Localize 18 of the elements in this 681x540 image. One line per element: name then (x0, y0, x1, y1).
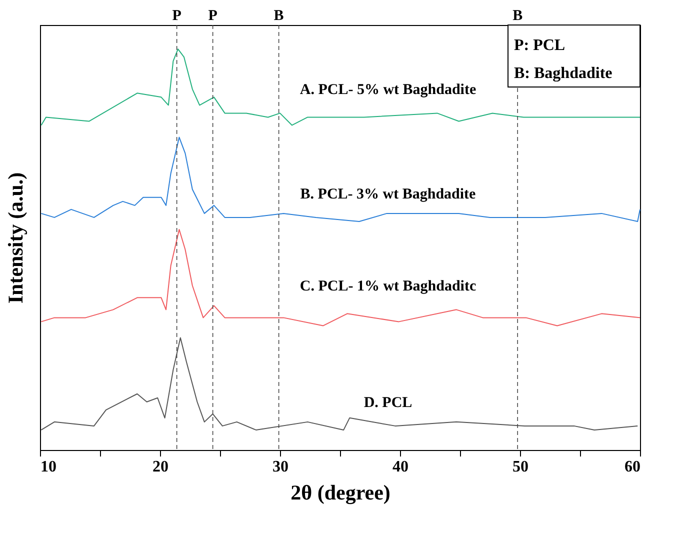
x-tick-label: 40 (392, 458, 408, 476)
series-label: A. PCL- 5% wt Baghdadite (300, 82, 476, 98)
x-tick-label: 60 (624, 458, 640, 476)
ref-line-label: B (274, 8, 284, 24)
series-label: B. PCL- 3% wt Baghdadite (300, 186, 476, 202)
ref-line-label: P (172, 8, 182, 24)
ref-line-label: P (208, 8, 218, 24)
series-label: C. PCL- 1% wt Baghdaditc (300, 278, 476, 295)
series-label: D. PCL (364, 394, 412, 411)
y-axis-title: Intensity (a.u.) (4, 172, 28, 304)
annotation: B: Baghdadite (514, 65, 612, 82)
x-tick-label: 50 (512, 458, 528, 476)
x-axis-title: 2θ (degree) (290, 480, 390, 504)
ref-line-label: B (512, 8, 523, 24)
x-tick-label: 10 (40, 458, 56, 476)
annotation: P: PCL (514, 37, 566, 54)
x-tick-label: 20 (152, 458, 168, 476)
x-tick-label: 30 (272, 458, 288, 476)
